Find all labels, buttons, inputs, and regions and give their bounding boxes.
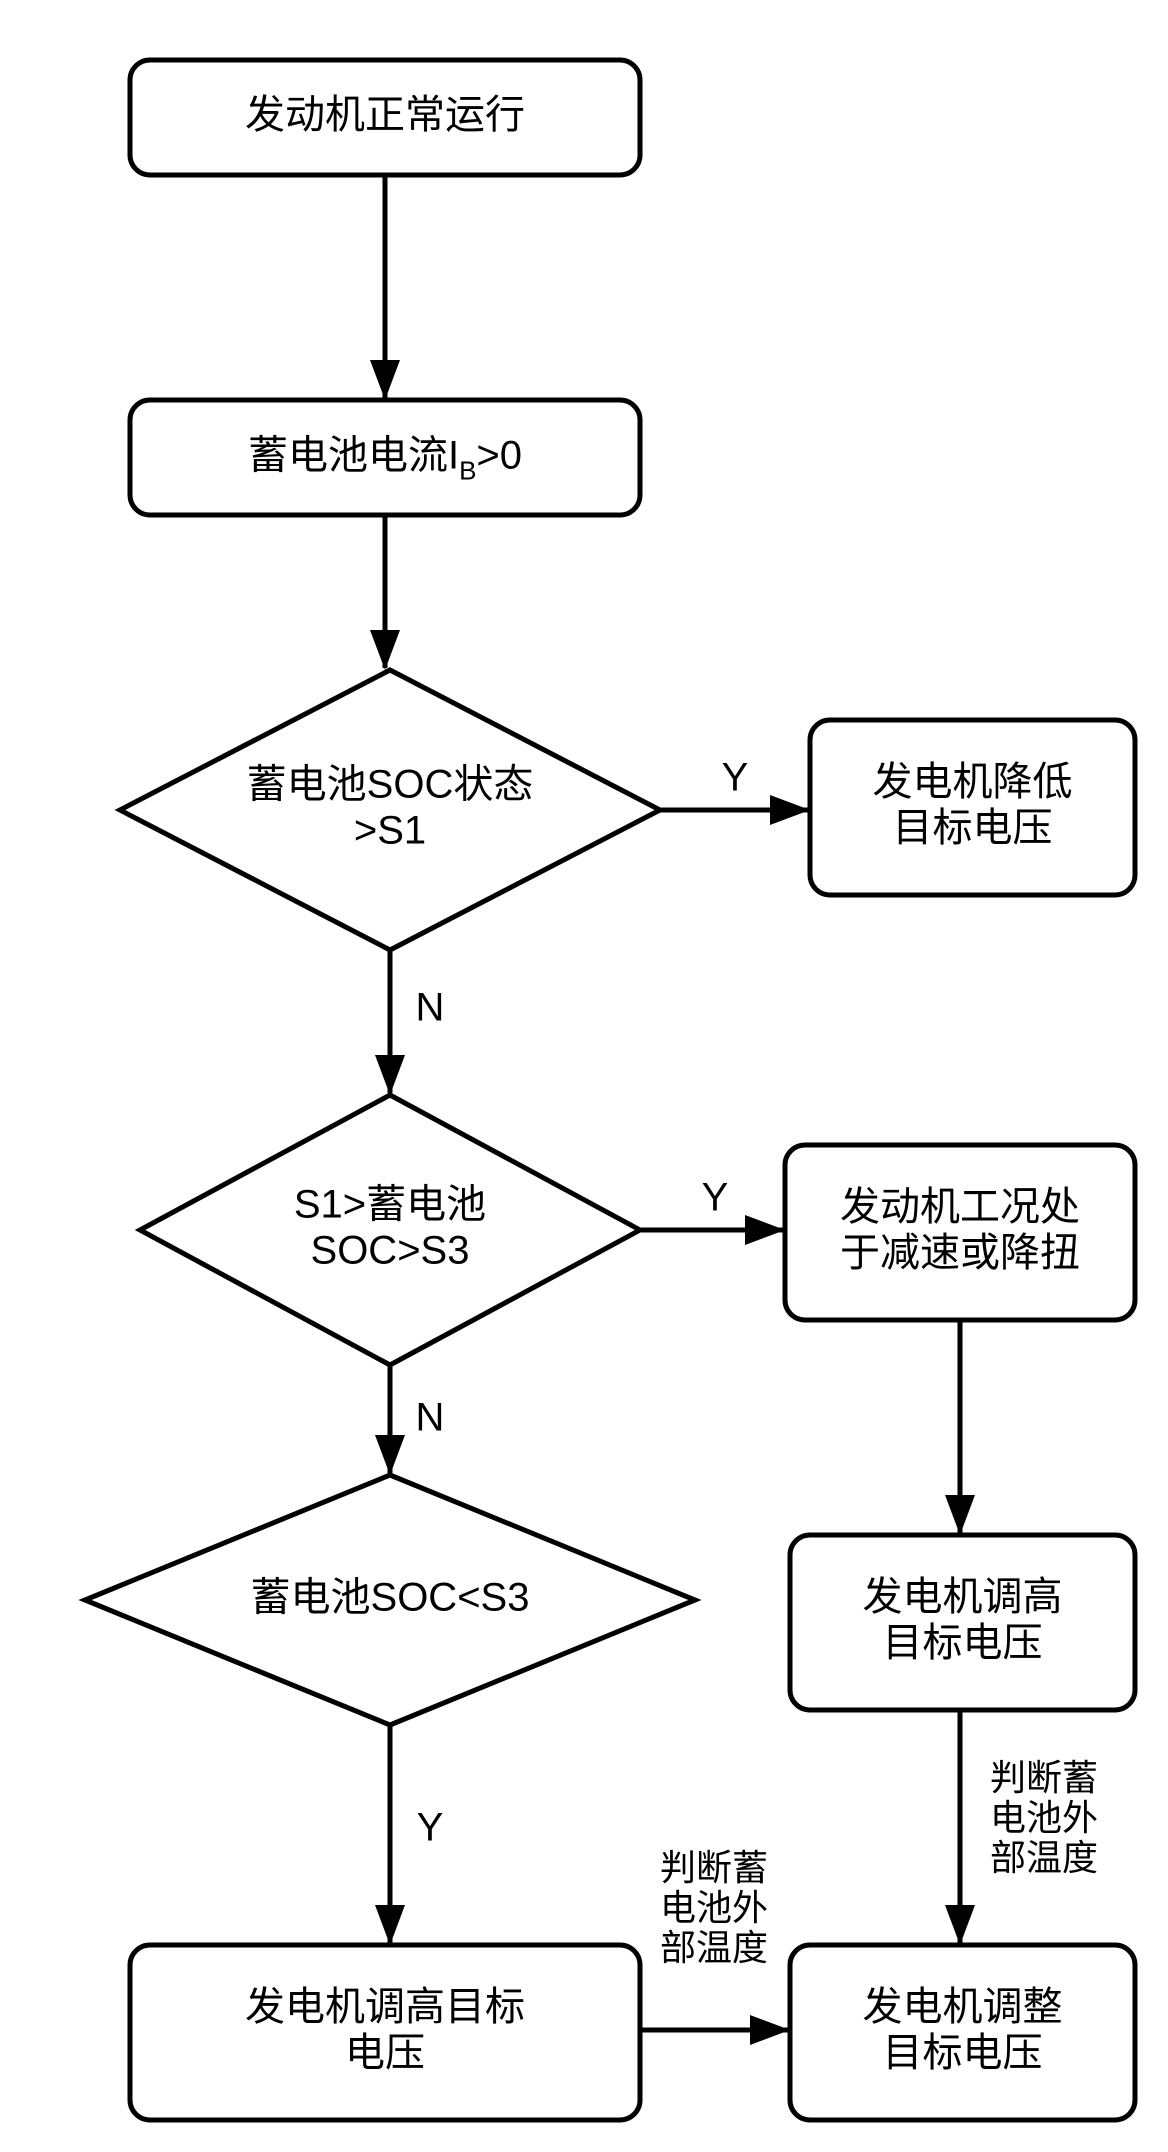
svg-text:目标电压: 目标电压 — [883, 2031, 1043, 2075]
svg-text:电压: 电压 — [345, 2031, 425, 2075]
svg-text:发电机调高: 发电机调高 — [863, 1575, 1063, 1619]
svg-text:判断蓄电池外部温度: 判断蓄电池外部温度 — [660, 1847, 768, 1968]
svg-text:发动机工况处: 发动机工况处 — [840, 1185, 1080, 1229]
svg-text:蓄电池SOC<S3: 蓄电池SOC<S3 — [251, 1576, 530, 1620]
svg-text:SOC>S3: SOC>S3 — [311, 1229, 470, 1273]
svg-text:目标电压: 目标电压 — [893, 806, 1053, 850]
svg-text:发电机调高目标: 发电机调高目标 — [245, 1985, 525, 2029]
svg-text:发电机调整: 发电机调整 — [863, 1985, 1063, 2029]
svg-text:发动机正常运行: 发动机正常运行 — [245, 93, 525, 137]
svg-text:N: N — [416, 1396, 445, 1440]
svg-text:S1>蓄电池: S1>蓄电池 — [294, 1183, 486, 1227]
svg-text:Y: Y — [702, 1176, 729, 1220]
svg-text:Y: Y — [417, 1806, 444, 1850]
svg-text:Y: Y — [722, 756, 749, 800]
svg-text:判断蓄电池外部温度: 判断蓄电池外部温度 — [990, 1757, 1098, 1878]
svg-text:蓄电池SOC状态: 蓄电池SOC状态 — [247, 763, 534, 807]
svg-text:于减速或降扭: 于减速或降扭 — [840, 1231, 1080, 1275]
svg-text:发电机降低: 发电机降低 — [873, 760, 1073, 804]
svg-text:N: N — [416, 986, 445, 1030]
svg-text:>S1: >S1 — [354, 809, 426, 853]
svg-text:目标电压: 目标电压 — [883, 1621, 1043, 1665]
